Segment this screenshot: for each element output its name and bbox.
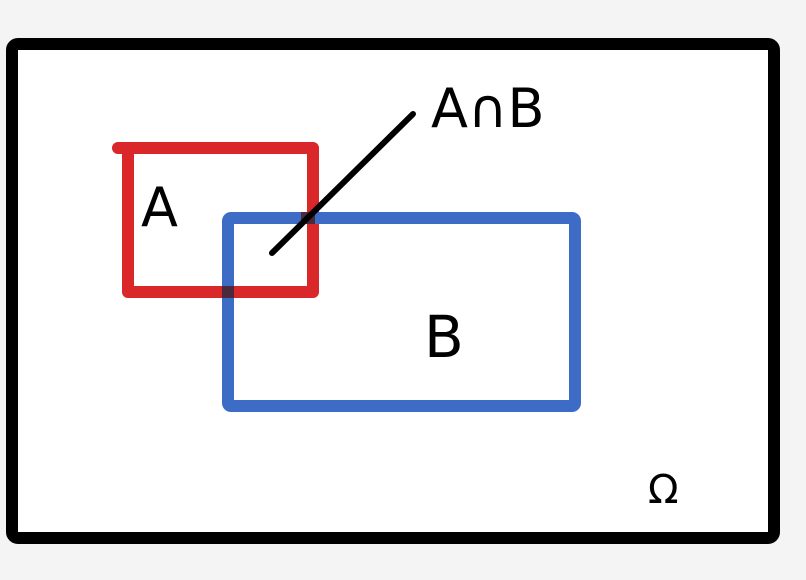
overlap-corner-bottom	[222, 286, 234, 298]
intersection-pointer-line	[269, 111, 416, 256]
set-a-label: A	[141, 176, 178, 239]
set-b-rectangle	[222, 212, 581, 412]
universe-rectangle	[6, 38, 780, 544]
intersection-label: A∩B	[431, 77, 545, 140]
universe-label: Ω	[648, 467, 679, 513]
set-a-rectangle	[112, 142, 319, 298]
set-b-label: B	[424, 303, 464, 371]
